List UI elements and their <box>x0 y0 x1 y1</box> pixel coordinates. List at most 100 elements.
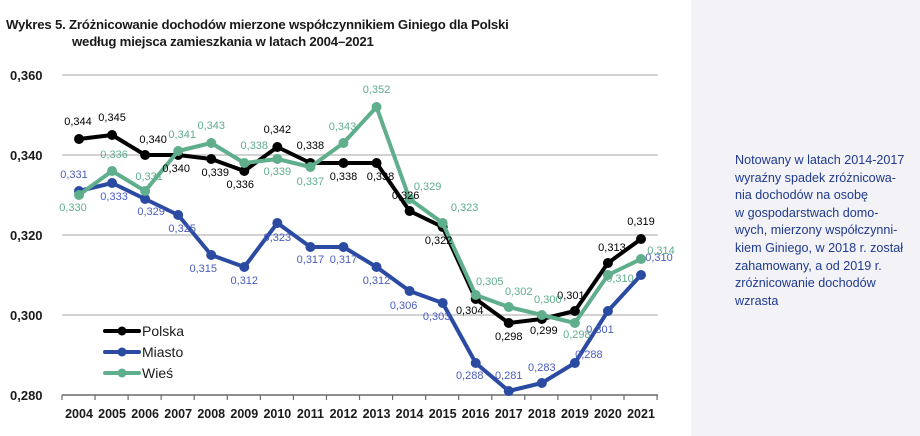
data-label-miasto: 0,288 <box>456 370 484 382</box>
legend-label-wieś: Wieś <box>142 365 173 381</box>
data-label-polska: 0,342 <box>264 124 292 136</box>
data-label-polska: 0,338 <box>330 171 358 183</box>
x-tick-label: 2016 <box>462 407 490 421</box>
x-tick-label: 2013 <box>363 407 391 421</box>
data-label-miasto: 0,325 <box>168 223 196 235</box>
data-point-miasto <box>371 262 382 272</box>
x-tick-label: 2005 <box>98 407 126 421</box>
legend-marker <box>117 368 127 378</box>
x-axis: 2004 2005 2006 2007 2008 2009 2010 2011 2012 2013… <box>61 394 658 421</box>
data-label-miasto: 0,283 <box>528 362 556 374</box>
series-lines <box>74 102 646 396</box>
y-tick-label: 0,280 <box>10 388 43 403</box>
x-tick-label: 2010 <box>263 407 291 421</box>
x-tick-label: 2011 <box>297 407 324 421</box>
data-point-wieś <box>602 270 613 280</box>
data-label-polska: 0,336 <box>227 179 255 191</box>
y-axis-ticks: 0,280 0,300 0,320 0,340 0,360 <box>10 68 43 403</box>
data-label-miasto: 0,317 <box>330 254 358 266</box>
data-label-miasto: 0,315 <box>189 263 217 275</box>
chart-title-line-2: według miejsca zamieszkania w latach 200… <box>72 34 374 49</box>
data-label-miasto: 0,329 <box>137 206 165 218</box>
data-label-polska: 0,298 <box>495 331 523 343</box>
data-point-wieś <box>536 310 547 320</box>
data-point-wieś <box>272 154 283 164</box>
data-point-miasto <box>503 386 514 396</box>
data-label-miasto: 0,312 <box>363 275 391 287</box>
data-point-polska <box>206 154 217 164</box>
y-tick-label: 0,320 <box>10 228 43 243</box>
data-label-polska: 0,319 <box>627 216 655 228</box>
data-point-wieś <box>371 102 382 112</box>
y-tick-label: 0,360 <box>10 68 43 83</box>
data-label-wieś: 0,338 <box>241 140 269 152</box>
data-point-polska <box>371 158 382 168</box>
data-point-miasto <box>437 298 448 308</box>
data-label-polska: 0,340 <box>162 163 190 175</box>
x-tick-label: 2021 <box>627 407 655 421</box>
data-label-wieś: 0,314 <box>647 245 675 257</box>
data-point-wieś <box>173 146 184 156</box>
data-point-wieś <box>206 138 217 148</box>
data-point-polska <box>272 142 283 152</box>
data-point-miasto <box>173 210 184 220</box>
data-label-miasto: 0,288 <box>575 349 603 361</box>
y-tick-label: 0,340 <box>10 148 43 163</box>
x-tick-label: 2014 <box>396 407 424 421</box>
y-tick-label: 0,300 <box>10 308 43 323</box>
data-point-wieś <box>74 190 84 200</box>
data-point-wieś <box>437 218 448 228</box>
data-point-wieś <box>338 138 349 148</box>
data-label-wieś: 0,305 <box>476 276 504 288</box>
data-point-miasto <box>404 286 415 296</box>
data-label-wieś: 0,341 <box>168 129 196 141</box>
data-point-polska <box>140 150 151 160</box>
data-label-wieś: 0,302 <box>505 286 533 298</box>
x-tick-label: 2017 <box>495 407 523 421</box>
data-label-polska: 0,338 <box>297 140 325 152</box>
data-label-polska: 0,301 <box>557 290 585 302</box>
data-point-polska <box>74 134 84 144</box>
data-label-miasto: 0,301 <box>586 324 614 336</box>
data-point-miasto <box>239 262 250 272</box>
data-point-wieś <box>107 166 118 176</box>
x-tick-label: 2015 <box>429 407 457 421</box>
data-label-miasto: 0,312 <box>231 275 259 287</box>
data-point-miasto <box>602 306 613 316</box>
data-point-wieś <box>470 290 481 300</box>
data-label-wieś: 0,336 <box>100 149 128 161</box>
data-point-wieś <box>239 158 250 168</box>
data-label-wieś: 0,330 <box>59 202 87 214</box>
data-label-polska: 0,345 <box>98 112 126 124</box>
x-tick-label: 2009 <box>230 407 258 421</box>
data-point-miasto <box>206 250 217 260</box>
data-point-wieś <box>636 254 646 264</box>
data-point-wieś <box>569 318 580 328</box>
data-label-wieś: 0,339 <box>264 166 292 178</box>
data-point-wieś <box>305 162 316 172</box>
data-label-wieś: 0,343 <box>197 120 225 132</box>
data-label-miasto: 0,331 <box>60 169 88 181</box>
data-point-polska <box>239 166 250 176</box>
data-label-polska: 0,322 <box>425 235 453 247</box>
series-line-miasto <box>78 181 643 393</box>
chart-title-line-1: Wykres 5. Zróżnicowanie dochodów mierzon… <box>6 17 509 32</box>
data-point-polska <box>602 258 613 268</box>
x-tick-label: 2007 <box>164 407 192 421</box>
data-label-miasto: 0,333 <box>100 191 128 203</box>
data-point-miasto <box>140 194 151 204</box>
data-point-miasto <box>338 242 349 252</box>
x-tick-label: 2008 <box>197 407 225 421</box>
data-label-miasto: 0,306 <box>390 300 418 312</box>
x-tick-label: 2019 <box>561 407 589 421</box>
side-note-text: Notowany w latach 2014-2017 wyraźny spad… <box>735 153 905 308</box>
data-label-polska: 0,304 <box>456 305 484 317</box>
data-point-wieś <box>140 186 151 196</box>
legend-marker <box>117 326 127 336</box>
data-label-wieś: 0,331 <box>135 171 163 183</box>
x-tick-label: 2020 <box>594 407 622 421</box>
data-label-wieś: 0,300 <box>534 294 562 306</box>
data-label-wieś: 0,310 <box>606 273 634 285</box>
x-tick-label: 2012 <box>330 407 358 421</box>
data-point-miasto <box>569 358 580 368</box>
